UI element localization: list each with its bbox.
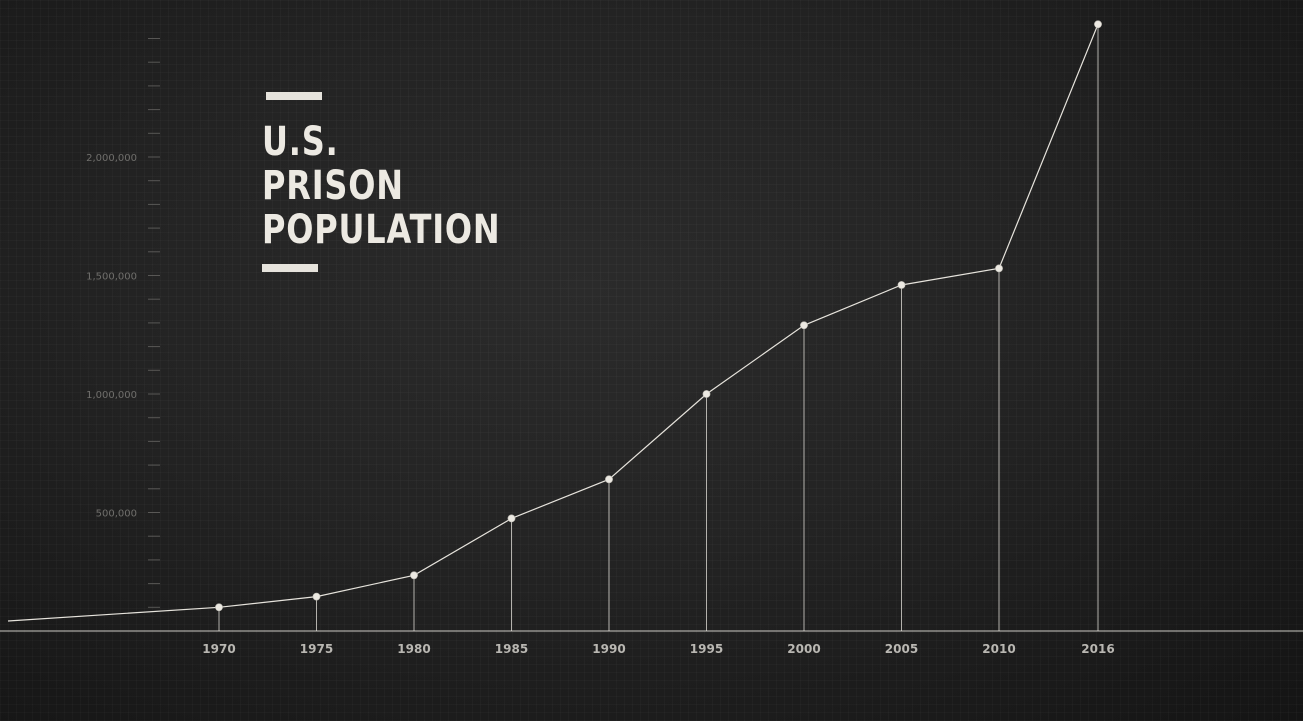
- data-point: [410, 571, 418, 580]
- y-minor-ticks: [148, 38, 160, 608]
- title-line-1: U.S.: [262, 119, 339, 165]
- x-tick-label: 1995: [690, 642, 723, 656]
- title-line-2: PRISON: [262, 163, 404, 209]
- data-point: [702, 390, 711, 398]
- x-tick-label: 1980: [397, 642, 430, 656]
- y-tick-label: 500,000: [96, 509, 137, 520]
- data-point: [605, 475, 613, 484]
- data-point: [897, 281, 906, 289]
- title-line-3: POPULATION: [262, 207, 501, 253]
- x-tick-label: 2005: [885, 642, 918, 656]
- x-tick-label: 2016: [1081, 642, 1114, 656]
- x-tick-label: 1990: [592, 642, 625, 656]
- title-rule-bottom: [262, 264, 318, 272]
- chart-title: U.S. PRISON POPULATION: [262, 92, 512, 272]
- data-points: [215, 20, 1102, 612]
- y-axis-ticks: 500,000 1,000,000 1,500,000 2,000,000: [86, 153, 137, 520]
- series-line: [7, 24, 1099, 622]
- data-point: [800, 321, 808, 330]
- x-tick-label: 1970: [202, 642, 235, 656]
- data-point: [215, 603, 223, 612]
- x-tick-label: 2000: [787, 642, 820, 656]
- y-tick-label: 1,000,000: [86, 390, 137, 401]
- data-point: [312, 592, 321, 601]
- data-point: [995, 264, 1003, 273]
- y-tick-label: 2,000,000: [86, 153, 137, 164]
- data-point: [507, 514, 516, 523]
- x-tick-label: 2010: [982, 642, 1015, 656]
- data-point: [1094, 20, 1102, 29]
- title-rule-top: [266, 92, 322, 100]
- y-tick-label: 1,500,000: [86, 272, 137, 283]
- drop-lines: [218, 24, 1099, 631]
- x-tick-label: 1975: [300, 642, 333, 656]
- x-axis-labels: 1970 1975 1980 1985 1990 1995 2000 2005 2010 2016: [202, 642, 1114, 656]
- x-tick-label: 1985: [495, 642, 528, 656]
